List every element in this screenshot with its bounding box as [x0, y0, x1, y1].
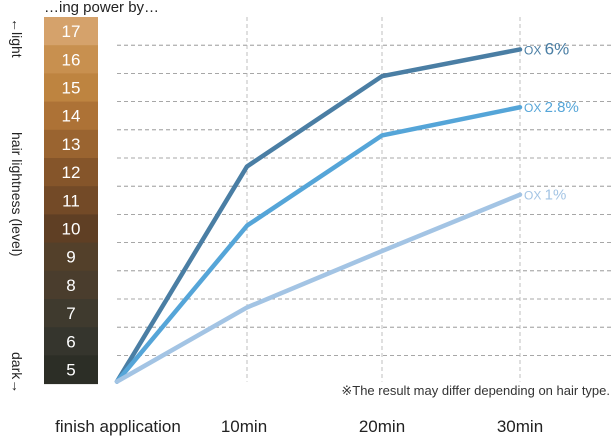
x-tick-label: 20min	[359, 417, 405, 436]
x-tick-label: 30min	[497, 417, 543, 436]
level-band-7	[44, 299, 98, 328]
series-line-ox-2-8pct	[114, 104, 523, 384]
series-line-ox-1pct	[114, 192, 523, 384]
series-line-ox-6pct	[114, 47, 523, 384]
level-label: 9	[66, 248, 75, 267]
series-label: OX 2.8%	[524, 99, 579, 116]
x-axis-ticks: finish application 10min 20min 30min	[55, 417, 543, 436]
level-band-11	[44, 186, 98, 215]
level-label: 14	[62, 107, 81, 126]
series-label: OX 1%	[524, 187, 566, 204]
level-band-14	[44, 101, 98, 131]
level-label: 13	[62, 135, 81, 154]
result-note: ※The result may differ depending on hair…	[341, 383, 610, 398]
level-band-6	[44, 327, 98, 356]
level-band-8	[44, 270, 98, 300]
x-tick-label: 10min	[221, 417, 267, 436]
level-label: 5	[66, 361, 75, 380]
chart-title: …ing power by…	[44, 0, 159, 16]
level-label: 10	[62, 220, 81, 239]
y-axis-light-label: ←light	[9, 18, 25, 58]
level-band-13	[44, 129, 98, 159]
level-band-15	[44, 73, 98, 103]
level-scale: 17 16 15 14 13 12 11 10 9 8 7 6 5	[44, 17, 98, 385]
level-band-5	[44, 355, 98, 385]
level-band-17	[44, 17, 98, 46]
level-band-16	[44, 45, 98, 74]
series-label: OX 6%	[524, 39, 569, 58]
level-label: 15	[62, 79, 81, 98]
level-band-12	[44, 158, 98, 187]
level-band-10	[44, 214, 98, 244]
level-label: 11	[62, 191, 80, 210]
y-axis-dark-label: dark→	[9, 352, 25, 393]
level-label: 6	[66, 332, 75, 351]
level-label: 7	[66, 304, 75, 323]
level-label: 12	[62, 163, 81, 182]
x-tick-label: finish application	[55, 417, 181, 436]
level-label: 8	[66, 276, 75, 295]
grid-lines	[117, 17, 612, 382]
level-band-9	[44, 242, 98, 272]
level-label: 16	[62, 50, 81, 69]
level-label: 17	[62, 22, 81, 41]
y-axis-title: hair lightness (level)	[9, 132, 25, 257]
series-lines: OX 6% OX 2.8% OX 1%	[114, 39, 579, 384]
